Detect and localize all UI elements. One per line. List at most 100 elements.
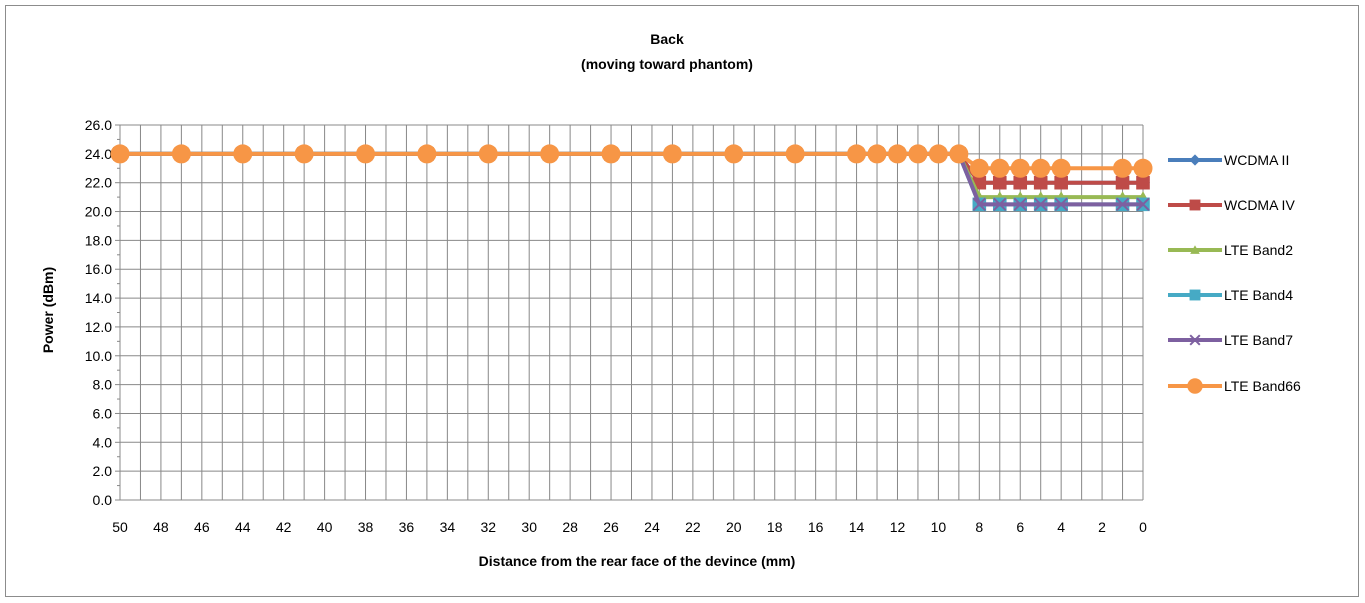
legend-marker xyxy=(1189,334,1201,346)
x-tick-label: 26 xyxy=(603,519,619,535)
data-point xyxy=(233,144,253,164)
data-point xyxy=(949,144,969,164)
x-tick-label: 50 xyxy=(112,519,128,535)
chart-frame xyxy=(5,5,1359,597)
legend-item: LTE Band7 xyxy=(1168,332,1293,348)
data-point xyxy=(294,144,314,164)
data-point xyxy=(993,197,1007,212)
x-tick-label: 36 xyxy=(399,519,415,535)
legend-item: LTE Band4 xyxy=(1168,287,1293,303)
y-tick-label: 8.0 xyxy=(93,377,113,393)
legend-label: WCDMA II xyxy=(1224,152,1289,168)
data-point xyxy=(972,197,987,212)
data-point xyxy=(540,144,560,164)
axes: 0.0 2.0 4.0 6.0 8.0 10.0 12.0 14.0 16.0 18.0 20.0 2… xyxy=(85,117,1147,535)
data-point xyxy=(1013,175,1028,190)
y-tick-label: 16.0 xyxy=(85,261,112,277)
x-tick-label: 30 xyxy=(521,519,537,535)
data-point xyxy=(1010,158,1030,178)
legend-label: WCDMA IV xyxy=(1224,197,1295,213)
x-tick-label: 2 xyxy=(1098,519,1106,535)
legend-marker xyxy=(1189,199,1201,211)
x-tick-label: 24 xyxy=(644,519,660,535)
y-tick-label: 20.0 xyxy=(85,204,112,220)
legend: WCDMA II WCDMA IV LTE Band2 LTE Band4 LTE Ba… xyxy=(1168,152,1301,394)
data-point xyxy=(171,144,191,164)
data-point xyxy=(1115,175,1130,190)
chart-title: Back xyxy=(650,31,684,47)
data-point xyxy=(908,144,928,164)
x-tick-label: 22 xyxy=(685,519,701,535)
data-point xyxy=(867,144,887,164)
data-point xyxy=(110,144,130,164)
legend-item: WCDMA II xyxy=(1168,152,1289,168)
legend-label: LTE Band66 xyxy=(1224,378,1301,394)
data-point xyxy=(1133,158,1153,178)
x-tick-label: 8 xyxy=(975,519,983,535)
data-point xyxy=(1115,197,1130,212)
x-tick-label: 48 xyxy=(153,519,169,535)
y-tick-label: 22.0 xyxy=(85,175,112,191)
data-point xyxy=(356,144,376,164)
data-point xyxy=(992,175,1007,190)
data-point xyxy=(928,144,948,164)
x-tick-label: 10 xyxy=(931,519,947,535)
y-tick-label: 2.0 xyxy=(93,463,113,479)
data-point xyxy=(662,144,682,164)
y-tick-label: 6.0 xyxy=(93,405,113,421)
y-tick-label: 26.0 xyxy=(85,117,112,133)
legend-label: LTE Band2 xyxy=(1224,242,1293,258)
x-tick-label: 0 xyxy=(1139,519,1147,535)
x-tick-label: 44 xyxy=(235,519,251,535)
chart-subtitle: (moving toward phantom) xyxy=(581,56,753,72)
y-axis-title: Power (dBm) xyxy=(40,267,56,353)
series-lte-band66 xyxy=(110,144,1153,178)
x-tick-label: 14 xyxy=(849,519,865,535)
data-point xyxy=(1136,175,1150,190)
y-tick-label: 4.0 xyxy=(93,434,113,450)
x-tick-label: 18 xyxy=(767,519,783,535)
y-tick-label: 18.0 xyxy=(85,232,112,248)
legend-item: LTE Band66 xyxy=(1168,378,1301,394)
data-point xyxy=(478,144,498,164)
data-point xyxy=(1033,197,1048,212)
legend-item: WCDMA IV xyxy=(1168,197,1295,213)
x-tick-label: 46 xyxy=(194,519,210,535)
data-point xyxy=(887,144,907,164)
x-tick-label: 28 xyxy=(562,519,578,535)
data-point xyxy=(785,144,805,164)
data-point xyxy=(601,144,621,164)
x-tick-label: 16 xyxy=(808,519,824,535)
x-tick-label: 42 xyxy=(276,519,292,535)
data-point xyxy=(1054,197,1068,212)
data-point xyxy=(1113,158,1133,178)
data-point xyxy=(724,144,744,164)
x-tick-label: 38 xyxy=(358,519,374,535)
x-tick-label: 4 xyxy=(1057,519,1065,535)
data-point xyxy=(1054,175,1068,190)
data-point xyxy=(1136,197,1150,212)
legend-marker xyxy=(1187,378,1203,394)
data-point xyxy=(969,158,989,178)
legend-marker xyxy=(1189,154,1201,166)
x-tick-label: 20 xyxy=(726,519,742,535)
data-point xyxy=(847,144,867,164)
y-tick-label: 12.0 xyxy=(85,319,112,335)
x-tick-label: 12 xyxy=(890,519,906,535)
y-tick-label: 24.0 xyxy=(85,146,112,162)
x-tick-label: 40 xyxy=(317,519,333,535)
data-point xyxy=(990,158,1010,178)
y-tick-label: 0.0 xyxy=(93,492,113,508)
legend-marker xyxy=(1190,245,1200,254)
data-point xyxy=(1051,158,1071,178)
legend-marker xyxy=(1189,289,1201,301)
x-tick-label: 32 xyxy=(480,519,496,535)
y-tick-label: 14.0 xyxy=(85,290,112,306)
data-point xyxy=(1031,158,1051,178)
data-point xyxy=(417,144,437,164)
legend-label: LTE Band4 xyxy=(1224,287,1293,303)
legend-item: LTE Band2 xyxy=(1168,242,1293,258)
legend-label: LTE Band7 xyxy=(1224,332,1293,348)
x-tick-label: 34 xyxy=(440,519,456,535)
y-tick-label: 10.0 xyxy=(85,348,112,364)
